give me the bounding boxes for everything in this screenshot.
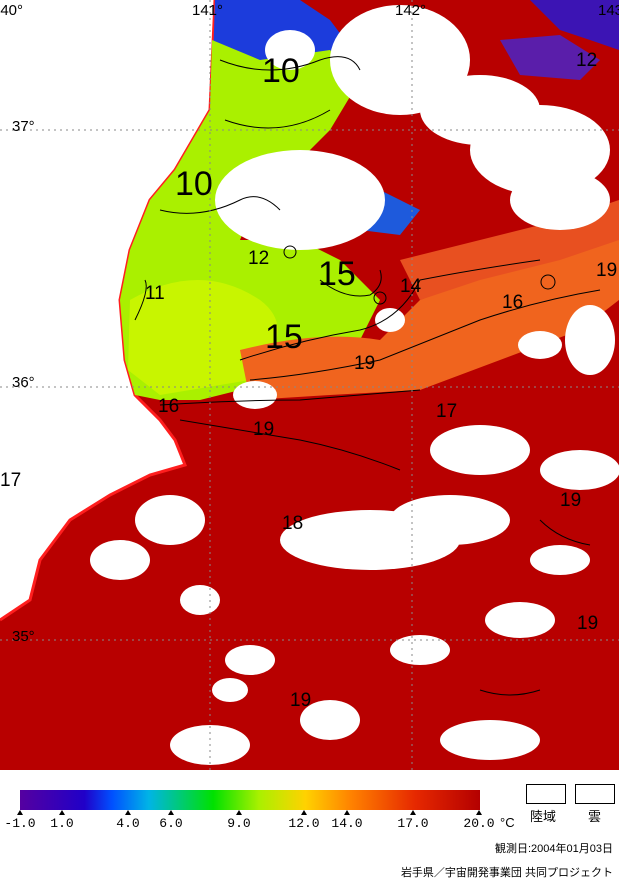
isotherm-label: 19 — [577, 613, 599, 634]
isotherm-label: 12 — [248, 248, 270, 269]
land-area — [0, 0, 215, 620]
isotherm-label: 16 — [502, 292, 524, 313]
lon-label-143: 143° — [598, 2, 619, 19]
scale-label: 12.0 — [288, 816, 320, 831]
land-legend-swatch — [526, 784, 566, 804]
lat-label-37: 37° — [12, 118, 35, 135]
isotherm-label: 19 — [253, 419, 275, 440]
isotherm-label: 16 — [158, 396, 180, 417]
scale-label: -1.0 — [4, 816, 36, 831]
isotherm-label: 11 — [145, 283, 165, 304]
isotherm-label: 17 — [436, 401, 458, 422]
lon-label-142: 142° — [395, 2, 427, 19]
cloud-areas — [90, 5, 619, 765]
isotherm-label: 18 — [282, 513, 304, 534]
scale-label: 9.0 — [227, 816, 251, 831]
scale-tick — [125, 810, 131, 815]
isotherm-label: 17 — [0, 470, 22, 491]
scale-tick — [344, 810, 350, 815]
scale-tick — [17, 810, 23, 815]
isotherm-label: 19 — [354, 353, 376, 374]
isotherms — [134, 56, 601, 696]
sea-surface-temperature-map — [0, 0, 619, 770]
isotherm-label: 10 — [175, 165, 213, 203]
observation-date: 観測日:2004年01月03日 — [495, 843, 613, 855]
scale-label: 6.0 — [159, 816, 183, 831]
scale-label: 1.0 — [50, 816, 74, 831]
lon-label-140: 140° — [0, 2, 24, 19]
isotherm-label: 19 — [560, 490, 582, 511]
isotherm-label: 12 — [576, 50, 598, 71]
scale-unit: °C — [500, 815, 515, 830]
scale-label: 14.0 — [331, 816, 363, 831]
transition-band — [240, 230, 619, 400]
lon-label-141: 141° — [192, 2, 224, 19]
land-legend-label: 陸域 — [530, 809, 557, 824]
coastline — [0, 0, 217, 622]
scale-tick — [236, 810, 242, 815]
scale-label: 4.0 — [116, 816, 140, 831]
lat-label-35: 35° — [12, 628, 35, 645]
scale-tick — [476, 810, 482, 815]
graticule — [0, 0, 619, 770]
scale-tick — [301, 810, 307, 815]
isotherm-label: 19 — [596, 260, 618, 281]
scale-tick — [168, 810, 174, 815]
temperature-color-scale — [20, 790, 480, 810]
scale-tick — [410, 810, 416, 815]
credit-line: 岩手県／宇宙開発事業団 共同プロジェクト — [400, 867, 613, 879]
isotherm-label: 14 — [400, 276, 422, 297]
isotherm-label: 10 — [262, 52, 300, 90]
lat-label-36: 36° — [12, 374, 35, 391]
isotherm-label: 19 — [290, 690, 312, 711]
scale-tick — [59, 810, 65, 815]
scale-label: 20.0 — [463, 816, 495, 831]
isotherm-label: 15 — [318, 255, 356, 293]
isotherm-label: 15 — [265, 318, 303, 356]
cloud-legend-label: 雲 — [588, 809, 602, 824]
scale-label: 17.0 — [397, 816, 429, 831]
cloud-legend-swatch — [575, 784, 615, 804]
